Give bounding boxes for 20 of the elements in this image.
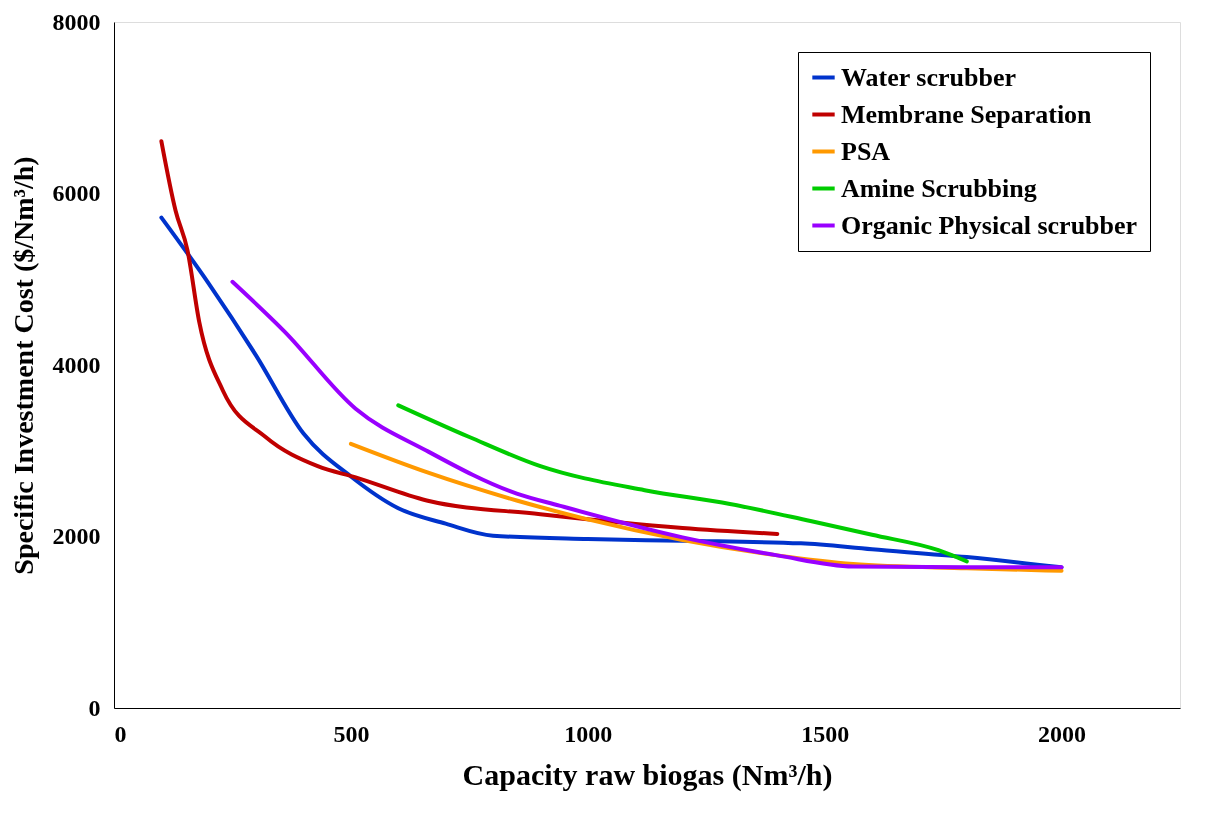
x-tick-label: 2000 [1038, 720, 1087, 747]
x-axis-title: Capacity raw biogas (Nm³/h) [462, 757, 833, 792]
y-tick-label: 0 [88, 694, 101, 721]
y-tick-label: 4000 [52, 351, 101, 378]
y-tick-label: 8000 [52, 8, 101, 35]
x-tick-label: 1000 [564, 720, 613, 747]
line-series [230, 279, 1064, 570]
x-tick-label: 1500 [801, 720, 850, 747]
legend-label: Organic Physical scrubber [841, 210, 1138, 240]
legend-label: PSA [841, 136, 891, 166]
y-tick-label: 6000 [52, 180, 101, 206]
line-series [396, 403, 969, 564]
x-tick-label: 500 [333, 720, 370, 747]
legend-label: Membrane Separation [841, 99, 1093, 129]
x-tick-label: 0 [114, 720, 127, 747]
y-axis-title: Specific Investment Cost ($/Nm³/h) [7, 156, 39, 575]
legend-label: Amine Scrubbing [841, 173, 1037, 203]
legend-label: Water scrubber [841, 62, 1016, 92]
y-tick-label: 2000 [52, 523, 101, 549]
line-series [159, 139, 780, 536]
